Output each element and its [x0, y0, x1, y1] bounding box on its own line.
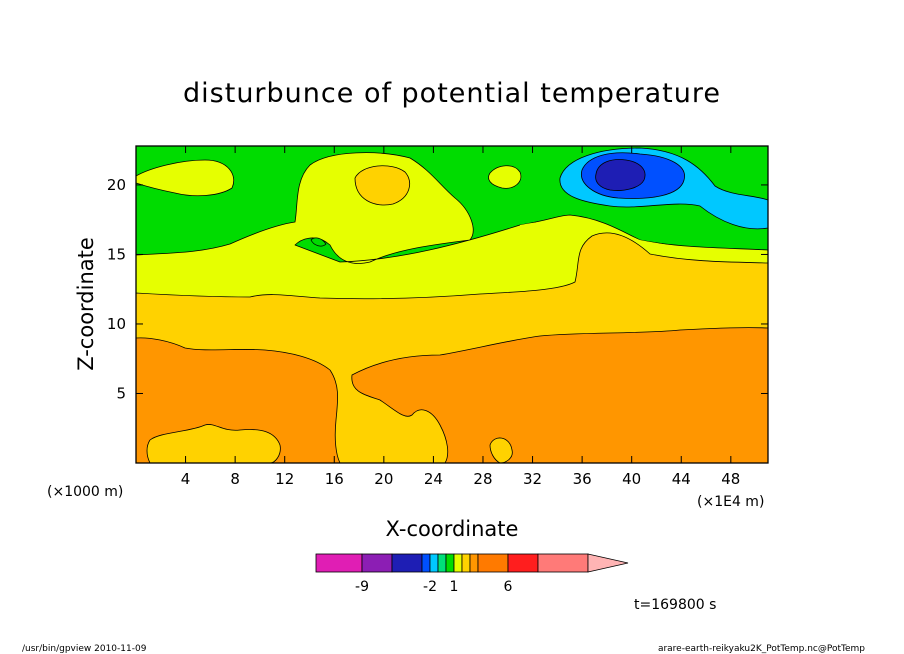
x-tick-label: 8 [230, 470, 240, 488]
x-tick-label: 40 [622, 470, 641, 488]
colorbar-swatch [469, 553, 479, 573]
colorbar-swatch [429, 553, 439, 573]
x-tick-label: 48 [721, 470, 740, 488]
contour-fill-layer [136, 146, 768, 463]
colorbar-swatch [361, 553, 393, 573]
region-neg6-to-neg3 [595, 159, 646, 191]
x-tick-label: 16 [325, 470, 344, 488]
colorbar-swatch [391, 553, 423, 573]
colorbar-swatch [315, 553, 363, 573]
footer-left: /usr/bin/gpview 2010-11-09 [22, 644, 147, 654]
region-2-to-3-blob [354, 165, 411, 206]
colorbar-swatch [507, 553, 539, 573]
colorbar-label: 6 [504, 579, 513, 595]
region-1-to-2-blob [488, 165, 522, 189]
footer-right: arare-earth-reikyaku2K_PotTemp.nc@PotTem… [658, 644, 865, 654]
x-tick-label: 12 [275, 470, 294, 488]
x-tick-label: 32 [523, 470, 542, 488]
x-tick-label: 4 [181, 470, 191, 488]
x-tick-label: 36 [573, 470, 592, 488]
colorbar-swatch [537, 553, 589, 573]
colorbar-label: 1 [450, 579, 459, 595]
y-tick-label: 5 [116, 384, 126, 402]
x-tick-label: 20 [374, 470, 393, 488]
chart-title: disturbunce of potential temperature [183, 78, 721, 109]
y-tick-label: 20 [107, 176, 126, 194]
colorbar-swatch [445, 553, 455, 573]
colorbar-swatch [461, 553, 471, 573]
y-tick-label: 15 [107, 245, 126, 263]
x-tick-label: 24 [424, 470, 443, 488]
colorbar-swatch [477, 553, 509, 573]
colorbar-arrow [587, 553, 629, 573]
y-axis: 5 10 15 20 [107, 176, 768, 402]
plot-frame [135, 145, 769, 464]
x-unit-right: (×1E4 m) [697, 494, 764, 510]
region-2-to-3-pocket-mid [489, 437, 513, 463]
colorbar-label: -2 [423, 579, 437, 595]
colorbar-swatch [453, 553, 463, 573]
y-axis-label: Z-coordinate [74, 237, 98, 371]
x-tick-label: 28 [473, 470, 492, 488]
time-label: t=169800 s [634, 597, 716, 613]
region-2-to-3-pocket-west [146, 424, 281, 463]
x-tick-label: 44 [672, 470, 691, 488]
x-axis: 4 8 12 16 20 24 28 32 36 40 44 48 [181, 146, 740, 488]
y-tick-label: 10 [107, 315, 126, 333]
x-axis-label: X-coordinate [386, 517, 519, 541]
region-1-to-2-northwest [136, 159, 234, 197]
region-0-to-1-island [310, 237, 327, 247]
region-3-to-4-east [351, 327, 768, 463]
colorbar-swatch [421, 553, 431, 573]
colorbar-swatch [437, 553, 447, 573]
colorbar: -9 -2 1 6 [315, 553, 629, 595]
colorbar-label: -9 [355, 579, 369, 595]
x-unit-left: (×1000 m) [47, 484, 123, 500]
